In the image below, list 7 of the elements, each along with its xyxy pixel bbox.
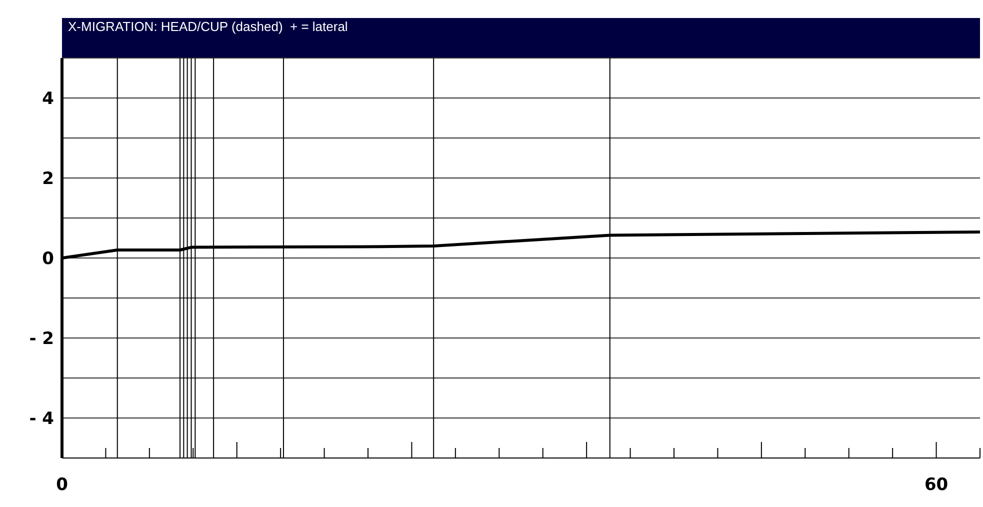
y-tick-label: - 4 bbox=[29, 409, 54, 430]
x-tick-label: 60 bbox=[924, 475, 948, 495]
y-tick-label: 2 bbox=[42, 169, 54, 190]
y-tick-label: 4 bbox=[42, 89, 54, 110]
y-tick-label: - 2 bbox=[29, 329, 54, 350]
y-tick-label: 0 bbox=[42, 249, 54, 270]
chart-title: X-MIGRATION: HEAD/CUP (dashed) + = lateral bbox=[62, 18, 980, 58]
